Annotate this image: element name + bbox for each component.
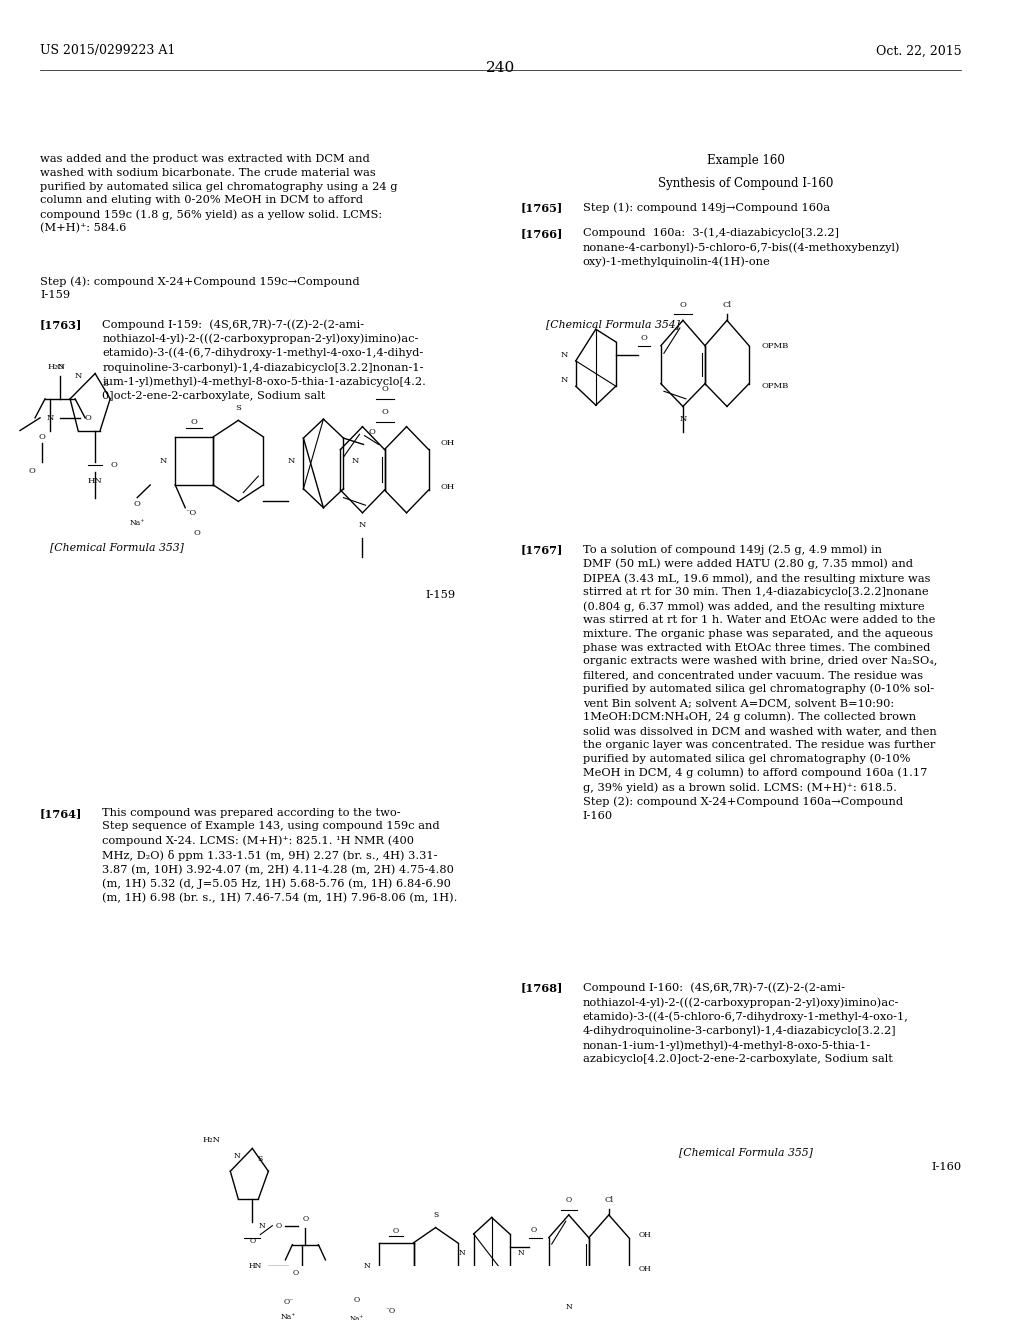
Text: [Chemical Formula 355]: [Chemical Formula 355] [679,1147,813,1158]
Text: Cl: Cl [604,1196,613,1204]
Text: O: O [530,1226,537,1234]
Text: Compound I-160:  (4S,6R,7R)-7-((Z)-2-(2-ami-
nothiazol-4-yl)-2-(((2-carboxypropa: Compound I-160: (4S,6R,7R)-7-((Z)-2-(2-a… [583,982,908,1064]
Text: US 2015/0299223 A1: US 2015/0299223 A1 [40,45,175,57]
Text: O: O [190,417,198,425]
Text: S: S [258,1155,263,1163]
Text: [Chemical Formula 353]: [Chemical Formula 353] [50,543,184,552]
Text: Na⁺: Na⁺ [281,1313,296,1320]
Text: O: O [85,414,91,422]
Text: N: N [259,1222,266,1230]
Text: N: N [560,351,567,359]
Text: O: O [56,363,63,371]
Text: [1766]: [1766] [520,228,563,239]
Text: Synthesis of Compound I-160: Synthesis of Compound I-160 [658,177,834,190]
Text: N: N [160,457,167,465]
Text: O⁻: O⁻ [284,1298,294,1305]
Text: [1765]: [1765] [520,202,563,214]
Text: O: O [381,408,388,416]
Text: H₂N: H₂N [203,1135,220,1143]
Text: [1767]: [1767] [520,544,563,556]
Text: O: O [39,433,45,441]
Text: O: O [640,334,647,342]
Text: O: O [275,1222,282,1230]
Text: S: S [236,404,242,412]
Text: N: N [565,1303,572,1311]
Text: Compound  160a:  3-(1,4-diazabicyclo[3.2.2]
nonane-4-carbonyl)-5-chloro-6,7-bis(: Compound 160a: 3-(1,4-diazabicyclo[3.2.2… [583,228,900,268]
Text: HN: HN [88,477,102,486]
Text: O: O [194,529,201,537]
Text: N: N [560,376,567,384]
Text: O: O [680,301,686,309]
Text: OPMB: OPMB [761,342,788,350]
Text: Compound I-159:  (4S,6R,7R)-7-((Z)-2-(2-ami-
nothiazol-4-yl)-2-(((2-carboxypropa: Compound I-159: (4S,6R,7R)-7-((Z)-2-(2-a… [102,319,426,401]
Text: HN: HN [249,1262,262,1270]
Text: 240: 240 [486,61,515,75]
Text: OH: OH [440,440,455,447]
Text: OH: OH [639,1266,651,1274]
Text: To a solution of compound 149j (2.5 g, 4.9 mmol) in
DMF (50 mL) were added HATU : To a solution of compound 149j (2.5 g, 4… [583,544,937,821]
Text: N: N [364,1262,371,1270]
Text: OH: OH [440,483,455,491]
Text: Oct. 22, 2015: Oct. 22, 2015 [876,45,962,57]
Text: O: O [368,428,375,436]
Text: Step (4): compound X-24+Compound 159c→Compound
I-159: Step (4): compound X-24+Compound 159c→Co… [40,276,359,300]
Text: S: S [102,380,109,388]
Text: [Chemical Formula 354]: [Chemical Formula 354] [546,319,680,329]
Text: I-159: I-159 [426,590,456,601]
Text: O: O [29,467,36,475]
Text: N: N [679,414,687,424]
Text: N: N [358,521,367,529]
Text: N: N [518,1249,524,1257]
Text: O: O [393,1226,399,1234]
Text: N: N [288,457,295,465]
Text: O: O [302,1216,308,1224]
Text: O: O [292,1269,298,1276]
Text: N: N [351,457,358,465]
Text: OH: OH [639,1232,651,1239]
Text: O: O [381,384,388,393]
Text: O: O [353,1296,359,1304]
Text: This compound was prepared according to the two-
Step sequence of Example 143, u: This compound was prepared according to … [102,808,458,903]
Text: N: N [75,372,82,380]
Text: Cl: Cl [722,301,731,309]
Text: ⁻O: ⁻O [185,508,197,517]
Text: [1763]: [1763] [40,319,82,330]
Text: N: N [46,414,53,422]
Text: Step (1): compound 149j→Compound 160a: Step (1): compound 149j→Compound 160a [583,202,829,213]
Text: was added and the product was extracted with DCM and
washed with sodium bicarbon: was added and the product was extracted … [40,154,397,234]
Text: [1764]: [1764] [40,808,82,818]
Text: N: N [233,1152,241,1160]
Text: H₂N: H₂N [47,363,66,371]
Text: OPMB: OPMB [761,383,788,391]
Text: O: O [565,1196,571,1204]
Text: Na⁺: Na⁺ [129,519,144,527]
Text: N: N [459,1249,466,1257]
Text: O: O [134,500,140,508]
Text: I-160: I-160 [931,1163,962,1172]
Text: Example 160: Example 160 [707,154,785,168]
Text: O: O [111,461,117,469]
Text: S: S [433,1210,438,1218]
Text: Na⁺: Na⁺ [349,1315,364,1320]
Text: [1768]: [1768] [520,982,563,994]
Text: O: O [249,1237,255,1245]
Text: ⁻O: ⁻O [385,1307,395,1315]
